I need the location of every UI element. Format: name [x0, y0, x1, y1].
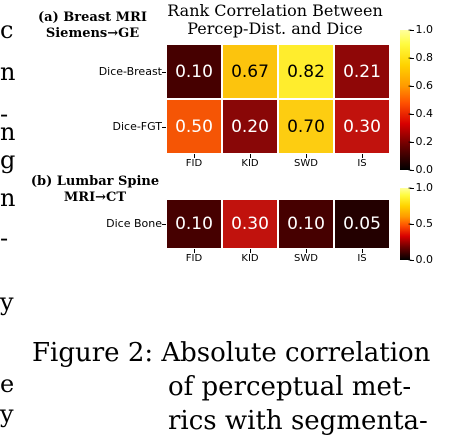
colorbar-tick [410, 260, 414, 261]
heatmap-column-label: IS [357, 158, 367, 169]
heatmap-column-tick [250, 249, 251, 253]
colorbar-tick [410, 86, 414, 87]
left-column-fragment: g [0, 146, 16, 174]
left-column-fragment: c [0, 16, 14, 44]
left-column-fragment: n [0, 118, 16, 146]
figure-title-line-1: Rank Correlation Between [167, 1, 383, 20]
figure-title-line-2: Percep-Dist. and Dice [187, 19, 363, 38]
colorbar-tick [410, 224, 414, 225]
heatmap-cell: 0.30 [334, 99, 390, 154]
heatmap-cell: 0.82 [278, 44, 334, 99]
heatmap-column-tick [194, 154, 195, 158]
colorbar-tick [410, 142, 414, 143]
panel-b-label: (b) Lumbar Spine MRI→CT [30, 174, 160, 206]
heatmap-column-tick [306, 249, 307, 253]
colorbar-tick-label: - 0.0 [408, 163, 433, 176]
heatmap-column-label: SWD [294, 253, 318, 264]
left-column-fragment: y [0, 400, 14, 428]
heatmap-row-tick [162, 224, 166, 225]
left-column-fragment: n [0, 184, 16, 212]
heatmap-column-label: KID [241, 253, 259, 264]
colorbar-tick-label: - 0.5 [408, 217, 433, 230]
heatmap-row-label: Dice-Breast [98, 64, 162, 78]
heatmap-cell: 0.21 [334, 44, 390, 99]
panel-a-label-line-2: Siemens→GE [45, 26, 140, 41]
colorbar-tick-label: - 0.2 [408, 135, 433, 148]
left-column-fragment: y [0, 288, 14, 316]
heatmap-cell: 0.30 [222, 199, 278, 249]
heatmap-cell: 0.10 [166, 44, 222, 99]
colorbar-tick-label: - 0.6 [408, 79, 433, 92]
heatmap-row-tick [162, 71, 166, 73]
heatmap-cell: 0.50 [166, 99, 222, 154]
colorbar-tick [410, 30, 414, 31]
heatmap-column-tick [306, 154, 307, 158]
heatmap-cell: 0.05 [334, 199, 390, 249]
heatmap-column-label: FID [185, 253, 203, 264]
heatmap-column-tick [362, 249, 363, 253]
colorbar-tick [410, 170, 414, 171]
heatmap-column-label: SWD [294, 158, 318, 169]
left-column-fragment: - [0, 100, 9, 128]
heatmap-column-label: IS [357, 253, 367, 264]
caption-line-1: Figure 2: Absolute correlation [32, 338, 431, 368]
left-column-fragment: n [0, 58, 16, 86]
heatmap-cell: 0.67 [222, 44, 278, 99]
heatmap-column-label: KID [241, 158, 259, 169]
heatmap-cell: 0.10 [278, 199, 334, 249]
panel-a-label: (a) Breast MRI Siemens→GE [30, 10, 155, 42]
colorbar-tick [410, 58, 414, 59]
caption-line-3: rics with segmenta- [168, 405, 428, 436]
panel-b-label-line-1: (b) Lumbar Spine [30, 174, 160, 189]
colorbar-tick-label: - 0.4 [408, 107, 433, 120]
colorbar-tick [410, 188, 414, 189]
left-column-fragment: - [0, 224, 9, 252]
heatmap-column-tick [194, 249, 195, 253]
heatmap-column-tick [362, 154, 363, 158]
caption-line-2: of perceptual met- [168, 371, 412, 402]
heatmap-cell: 0.10 [166, 199, 222, 249]
heatmap-column-label: FID [185, 158, 203, 169]
colorbar-tick-label: - 1.0 [408, 181, 433, 194]
heatmap-row-tick [162, 126, 166, 128]
colorbar-tick-label: - 1.0 [408, 23, 433, 36]
heatmap-row-label: Dice Bone [106, 217, 162, 230]
heatmap-cell: 0.70 [278, 99, 334, 154]
heatmap-row-label: Dice-FGT [112, 119, 163, 133]
left-column-fragment: e [0, 370, 15, 398]
panel-a-label-line-1: (a) Breast MRI [38, 10, 147, 25]
colorbar-tick [410, 114, 414, 115]
figure-caption: Figure 2: Absolute correlation of percep… [32, 337, 454, 438]
heatmap-cell: 0.20 [222, 99, 278, 154]
heatmap-column-tick [250, 154, 251, 158]
panel-b-label-line-2: MRI→CT [63, 190, 127, 205]
colorbar-tick-label: - 0.0 [408, 253, 433, 266]
colorbar-b [400, 188, 410, 260]
colorbar-a [400, 30, 410, 170]
colorbar-tick-label: - 0.8 [408, 51, 433, 64]
figure-title: Rank Correlation Between Percep-Dist. an… [150, 2, 400, 38]
